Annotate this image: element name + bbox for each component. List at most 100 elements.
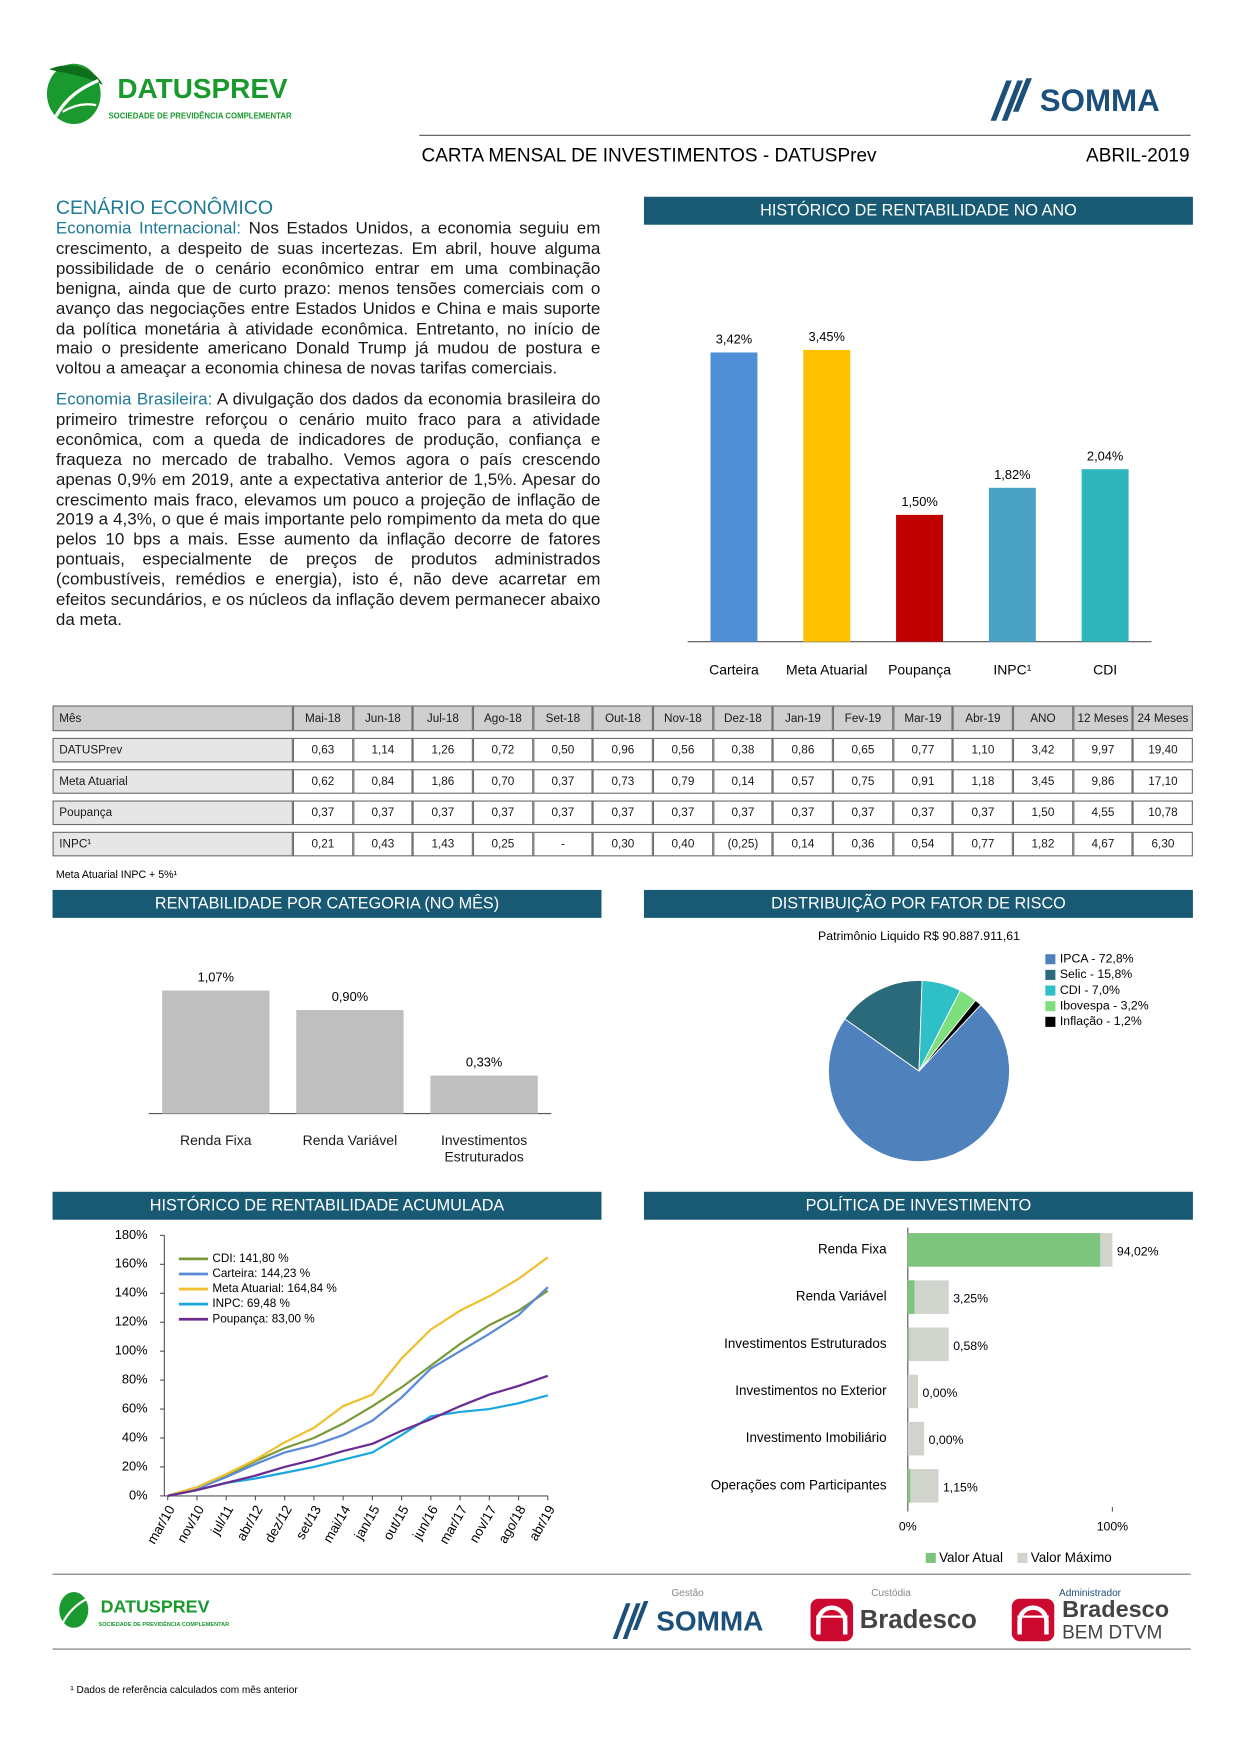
value-label: 0,00% xyxy=(923,1386,958,1400)
y-tick-label: 100% xyxy=(115,1343,148,1358)
bar xyxy=(907,1233,1101,1267)
table-cell: INPC¹ xyxy=(52,831,293,857)
table-cell: 0,75 xyxy=(832,769,893,794)
footer-label: Gestão xyxy=(671,1588,704,1599)
table-cell: 0,73 xyxy=(592,769,653,794)
table-cell: 0,79 xyxy=(652,769,713,794)
table-cell: 0,37 xyxy=(652,800,713,826)
bar xyxy=(430,1075,538,1114)
section-header xyxy=(643,889,1193,918)
table-cell: (0,25) xyxy=(712,831,773,857)
value-label: 2,04% xyxy=(1087,448,1123,463)
table-cell: 19,40 xyxy=(1132,737,1193,763)
y-tick-label: 140% xyxy=(115,1285,148,1300)
table-cell: 0,36 xyxy=(832,831,893,857)
table-cell: 0,86 xyxy=(772,737,833,763)
table-cell: Jun-18 xyxy=(352,705,413,732)
bar xyxy=(907,1327,949,1362)
table-cell: Abr-19 xyxy=(952,705,1013,732)
x-tick-label: jun/16 xyxy=(409,1503,441,1543)
legend-swatch xyxy=(1045,985,1056,996)
chart-title: RENTABILIDADE POR CATEGORIA (NO MÊS) xyxy=(155,894,499,913)
bar xyxy=(896,514,944,642)
bar xyxy=(988,487,1036,642)
bar xyxy=(296,1010,404,1114)
table-cell: 0,30 xyxy=(592,831,653,857)
x-tick-label: Investimentos Estruturados xyxy=(440,1132,528,1165)
footer-admin-sub: BEM DTVM xyxy=(1062,1622,1162,1643)
bar xyxy=(1081,469,1129,642)
legend-label: Valor Atual xyxy=(939,1550,1003,1565)
pie-slice xyxy=(918,999,982,1072)
bar xyxy=(907,1421,925,1456)
section-header xyxy=(643,1191,1193,1220)
table-cell: 0,21 xyxy=(292,831,353,857)
chart-title: DISTRIBUIÇÃO POR FATOR DE RISCO xyxy=(771,893,1066,913)
table-cell: Ago-18 xyxy=(472,705,533,732)
value-label: 1,50% xyxy=(901,494,937,509)
table-cell: 0,72 xyxy=(472,737,533,763)
table-cell: 0,56 xyxy=(652,737,713,763)
datusprev-logo-icon xyxy=(46,63,103,125)
table-cell: 0,84 xyxy=(352,769,413,794)
section-header xyxy=(643,196,1193,225)
table-cell: 1,82 xyxy=(1012,831,1073,857)
legend-label: Meta Atuarial: 164,84 % xyxy=(212,1282,336,1295)
x-tick-label: abr/19 xyxy=(526,1503,558,1543)
table-cell: 0,38 xyxy=(712,737,773,763)
table-cell: 0,62 xyxy=(292,769,353,794)
y-tick-label: 180% xyxy=(115,1227,148,1242)
legend-swatch xyxy=(1045,1016,1056,1027)
value-label: 94,02% xyxy=(1117,1244,1159,1258)
table-cell: 3,42 xyxy=(1012,737,1073,763)
table-cell: Mês xyxy=(52,705,293,732)
table-cell: - xyxy=(532,831,593,857)
table-cell: 9,86 xyxy=(1072,769,1133,794)
table-cell: Dez-18 xyxy=(712,705,773,732)
somma-logo-icon xyxy=(990,78,1032,121)
pie-slice xyxy=(844,980,923,1072)
legend-label: CDI: 141,80 % xyxy=(212,1252,288,1265)
table-cell: Fev-19 xyxy=(832,705,893,732)
y-tick-label: Operações com Participantes xyxy=(711,1477,887,1492)
y-tick-label: 0% xyxy=(129,1487,148,1502)
table-cell: 1,10 xyxy=(952,737,1013,763)
bar xyxy=(907,1280,949,1314)
chart-subtitle: Patrimônio Liquido R$ 90.887.911,61 xyxy=(818,929,1020,943)
table-cell: 1,26 xyxy=(412,737,473,763)
value-label: 1,82% xyxy=(994,467,1030,482)
legend-label: CDI - 7,0% xyxy=(1060,983,1120,997)
x-tick-label: Carteira xyxy=(709,661,759,677)
table-cell: 0,25 xyxy=(472,831,533,857)
table-cell: 1,18 xyxy=(952,769,1013,794)
value-label: 1,07% xyxy=(198,970,234,985)
bar xyxy=(907,1280,915,1314)
bradesco-icon xyxy=(1011,1598,1055,1642)
footer-label: Administrador xyxy=(1059,1588,1122,1599)
legend-swatch xyxy=(1045,969,1056,980)
x-tick-label: CDI xyxy=(1093,661,1117,677)
table-cell: Nov-18 xyxy=(652,705,713,732)
chart-title: HISTÓRICO DE RENTABILIDADE NO ANO xyxy=(760,201,1077,220)
legend-label: Ibovespa - 3,2% xyxy=(1060,998,1149,1012)
table-cell: 10,78 xyxy=(1132,800,1193,826)
table-cell: 0,37 xyxy=(532,800,593,826)
table-cell: 0,96 xyxy=(592,737,653,763)
table-cell: Mar-19 xyxy=(892,705,953,732)
line-series xyxy=(167,1286,549,1497)
table-cell: 0,37 xyxy=(292,800,353,826)
logo-name: DATUSPREV xyxy=(117,73,288,104)
table-cell: 0,40 xyxy=(652,831,713,857)
value-label: 3,42% xyxy=(716,332,752,347)
value-label: 1,15% xyxy=(943,1480,978,1494)
table-cell: 0,54 xyxy=(892,831,953,857)
table-cell: 0,63 xyxy=(292,737,353,763)
x-tick-label: Renda Fixa xyxy=(180,1132,252,1149)
legend-label: Selic - 15,8% xyxy=(1060,967,1132,981)
table-cell: 12 Meses xyxy=(1072,705,1133,732)
table-cell: 0,50 xyxy=(532,737,593,763)
table-cell: 0,70 xyxy=(472,769,533,794)
table-cell: 0,43 xyxy=(352,831,413,857)
